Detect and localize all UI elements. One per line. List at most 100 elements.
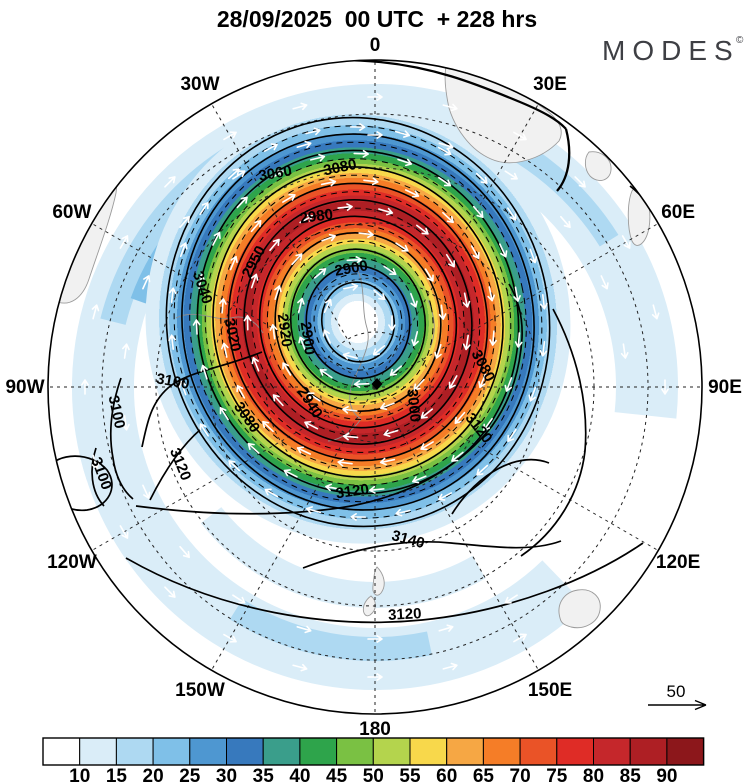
wind-arrow-icon (442, 211, 454, 224)
wind-arrow-icon (292, 663, 308, 672)
colorbar-cell (482, 737, 521, 766)
colorbar-tick-60: 60 (436, 766, 457, 782)
colorbar-tick-55: 55 (399, 766, 421, 782)
colorbar-tick-35: 35 (253, 766, 275, 782)
wind-arrow-icon (307, 392, 321, 402)
height-contour-dashed (266, 224, 450, 420)
wind-arrow-icon (122, 415, 130, 431)
wind-arrow-icon (462, 292, 471, 308)
wind-arrow-icon (269, 238, 280, 252)
wind-arrow-icon (445, 253, 455, 268)
colorbar-cell (593, 737, 631, 766)
colorbar-cell (556, 737, 594, 766)
wind-arrow-icon (221, 342, 229, 358)
wind-arrow-icon (164, 176, 176, 188)
wind-arrow-icon (410, 292, 418, 308)
wind-arrow-icon (342, 283, 359, 291)
wind-arrow-icon (438, 304, 447, 320)
wind-arrow-icon (342, 405, 358, 414)
wind-arrow-icon (424, 268, 434, 282)
wind-arrow-icon (372, 345, 386, 356)
colorbar-tick-15: 15 (106, 766, 128, 782)
vector-reference: 50 (648, 682, 707, 711)
wind-arrow-icon (298, 336, 306, 352)
longitude-labels: 0 30E 60E 90E 120E 150E 180 150W 120W 90W 60W 30W (5, 35, 741, 740)
coastlines (52, 62, 651, 629)
wind-arrow-icon (305, 127, 321, 136)
wind-arrow-icon (507, 207, 517, 221)
wind-arrow-icon (179, 242, 188, 258)
coastline-tasmania (558, 589, 601, 629)
coastline-antarctica-east (427, 299, 435, 349)
wind-arrow-icon (219, 298, 227, 314)
wind-arrow-icon (272, 394, 284, 407)
wind-arrow-icon (337, 458, 353, 467)
colorbar: 10 15 20 25 30 35 40 45 50 55 60 65 70 75 80 85 90 (42, 737, 705, 782)
wind-arrow-icon (470, 245, 480, 260)
wind-arrow-icon (420, 441, 434, 451)
longitude-label-90W: 90W (5, 377, 44, 398)
wind-arrow-icon (264, 488, 279, 498)
wind-arrow-icon (199, 201, 209, 216)
colorbar-tick-30: 30 (216, 766, 237, 782)
coastline-antarctica-west (175, 313, 264, 334)
wind-arrow-icon (529, 248, 538, 264)
wind-arrow-icon (325, 483, 341, 492)
wind-arrow-icon (454, 411, 466, 425)
wind-arrow-icon (250, 219, 262, 233)
wind-arrow-icon (513, 633, 527, 643)
wind-arrow-icon (379, 457, 396, 466)
height-contour-dashed (251, 207, 465, 437)
height-contour-dashed (204, 158, 512, 486)
wind-arrow-icon (462, 334, 471, 351)
wind-arrow-icon (192, 319, 201, 335)
latitude-circle (101, 113, 649, 661)
wind-arrow-icon (353, 380, 370, 388)
height-contour-solid (165, 116, 551, 528)
wind-arrow-icon (438, 624, 454, 632)
wind-arrow-icon (122, 343, 130, 359)
contour-label: 3060 (257, 162, 293, 185)
wind-arrow-icon (342, 352, 358, 360)
modes-logo: MODES © (602, 35, 744, 66)
wind-arrow-icon (296, 625, 312, 634)
map-boundary (47, 59, 703, 715)
colorbar-tick-75: 75 (546, 766, 568, 782)
contour-path-right (520, 308, 587, 557)
longitude-label-150W: 150W (175, 680, 225, 701)
colorbar-cell (409, 737, 448, 766)
wind-arrow-icon (282, 362, 292, 376)
wind-arrow-icon (514, 332, 523, 348)
coastline-antarctica (327, 259, 369, 442)
wind-arrow-icon (383, 265, 397, 276)
wind-arrow-icon (504, 594, 518, 604)
wind-arrow-icon (296, 140, 312, 149)
wind-arrow-icon (81, 379, 89, 395)
wind-arrow-icon (232, 594, 246, 604)
wind-arrow-icon (291, 253, 303, 266)
wind-arrow-icon (651, 304, 660, 320)
colorbar-cell (262, 737, 301, 766)
contour-label: 2900 (297, 321, 318, 356)
contour-path-3140 (302, 540, 562, 569)
wind-arrow-icon (472, 205, 484, 219)
wind-arrow-icon (367, 131, 383, 139)
colorbar-tick-65: 65 (473, 766, 495, 782)
latitude-circle (319, 331, 431, 443)
wind-arrow-icon (349, 123, 366, 131)
wind-arrow-icon (574, 176, 586, 188)
wind-arrow-icon (476, 464, 489, 476)
contour-path-3120-left (149, 428, 202, 501)
longitude-label-90E: 90E (708, 377, 742, 398)
wind-arrow-icon (353, 149, 369, 158)
wind-arrow-icon (321, 233, 336, 242)
wind-arrow-icon (507, 428, 517, 443)
wind-arrow-icon (320, 178, 337, 187)
wind-arrow-icon (142, 484, 151, 499)
longitude-label-150E: 150E (528, 680, 572, 701)
longitude-label-60W: 60W (52, 202, 91, 223)
wind-arrow-icon (296, 446, 312, 455)
wind-arrow-icon (395, 242, 409, 252)
